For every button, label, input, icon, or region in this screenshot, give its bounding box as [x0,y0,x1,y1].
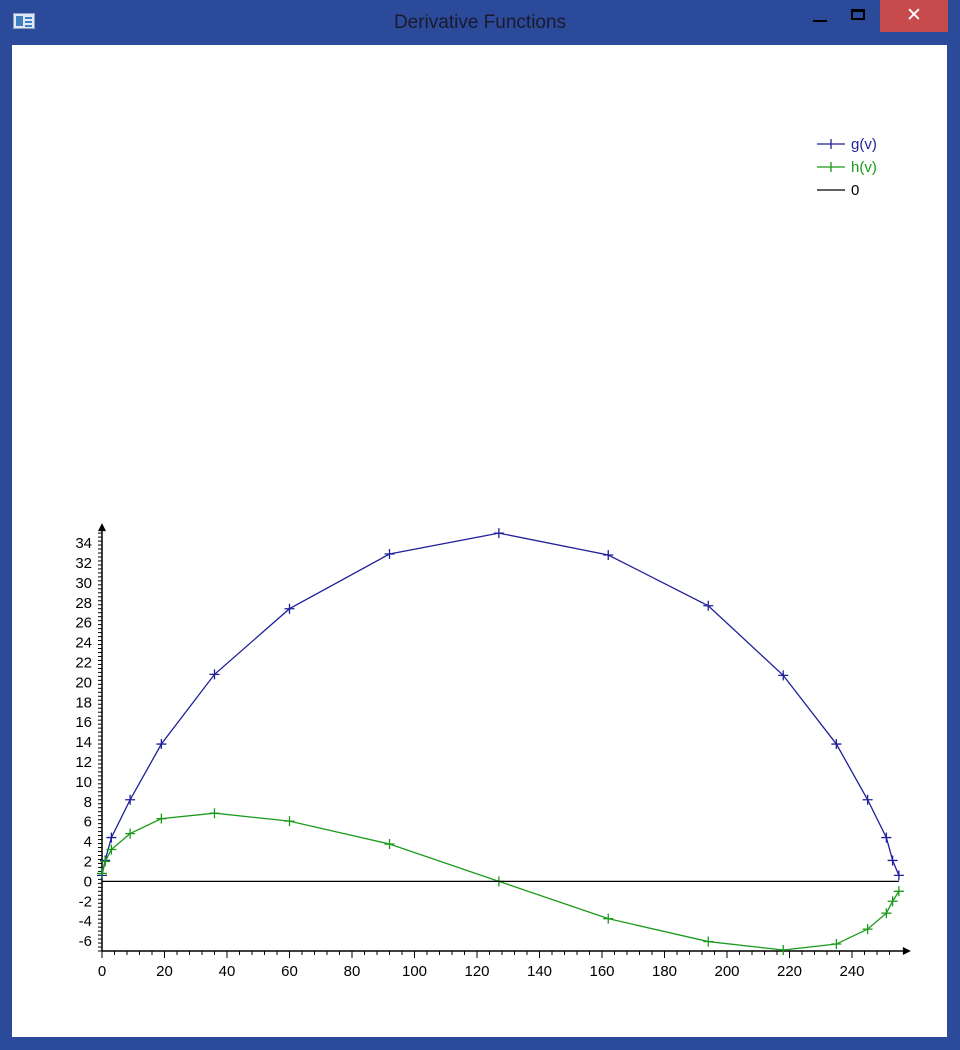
y-tick-label: -6 [79,933,92,950]
x-tick-label: 20 [156,963,173,980]
app-icon[interactable] [13,13,35,29]
data-point [384,548,395,559]
y-tick-label: 26 [75,615,92,632]
y-tick-label: 0 [84,873,92,890]
x-tick-label: 180 [652,963,677,980]
data-point [893,870,904,881]
x-tick-label: 40 [219,963,236,980]
y-tick-label: 10 [75,774,92,791]
y-tick-label: 12 [75,754,92,771]
y-tick-label: 8 [84,794,92,811]
data-point [125,828,136,839]
y-tick-label: -4 [79,913,92,930]
data-point [284,816,295,827]
data-point [209,669,220,680]
x-tick-label: 80 [344,963,361,980]
data-point [831,939,842,950]
window-title: Derivative Functions [393,12,567,33]
x-tick-label: 240 [839,963,864,980]
y-tick-label: -2 [79,893,92,910]
data-point [209,808,220,819]
data-point [887,855,898,866]
data-point [493,528,504,539]
y-tick-label: 2 [84,853,92,870]
y-tick-label: 22 [75,654,92,671]
y-tick-label: 14 [75,734,92,751]
data-point [284,603,295,614]
data-point [778,945,789,956]
data-point [603,549,614,560]
y-tick-label: 16 [75,714,92,731]
y-tick-label: 34 [75,535,92,552]
data-point [603,913,614,924]
data-point [831,739,842,750]
data-point [703,600,714,611]
minimize-button[interactable] [800,0,840,32]
chart-area: 0 20 40 60 80 100 120 140 160 180 200 220 240 -6 -4 -2 0… [12,45,947,1037]
data-point [862,924,873,935]
data-point [384,839,395,850]
title-bar[interactable]: Derivative Functions ✕ [0,0,960,45]
data-point [881,908,892,919]
x-tick-label: 200 [714,963,739,980]
x-tick-label: 220 [777,963,802,980]
y-tick-label: 30 [75,575,92,592]
y-tick-label: 32 [75,555,92,572]
y-tick-label: 20 [75,674,92,691]
data-point [703,936,714,947]
data-point [100,856,111,867]
maximize-button[interactable] [840,0,878,32]
y-axis-arrow [98,523,106,532]
data-point [106,832,117,843]
x-tick-label: 0 [98,963,106,980]
chart: 0 20 40 60 80 100 120 140 160 180 200 220 240-6-4-20… [75,136,911,980]
series-line-gv [101,532,900,876]
x-tick-label: 160 [589,963,614,980]
legend-label: h(v) [851,159,877,176]
legend-label: g(v) [851,136,877,153]
y-tick-label: 6 [84,814,92,831]
y-tick-label: 24 [75,635,92,652]
data-point [97,868,107,879]
x-axis-arrow [902,947,911,955]
data-point [862,794,873,805]
x-tick-label: 60 [281,963,298,980]
data-point [106,844,117,855]
y-tick-label: 28 [75,595,92,612]
x-tick-label: 140 [527,963,552,980]
data-point [156,739,167,750]
data-point [125,794,136,805]
close-icon: ✕ [906,4,922,26]
x-tick-label: 120 [464,963,489,980]
y-tick-label: 18 [75,694,92,711]
y-tick-label: 4 [84,834,92,851]
data-point [887,896,898,907]
close-button[interactable]: ✕ [880,0,948,32]
data-point [881,832,892,843]
data-point [893,886,904,897]
data-point [156,813,167,824]
data-point [778,670,789,681]
legend-label: 0 [851,182,859,199]
x-tick-label: 100 [402,963,427,980]
